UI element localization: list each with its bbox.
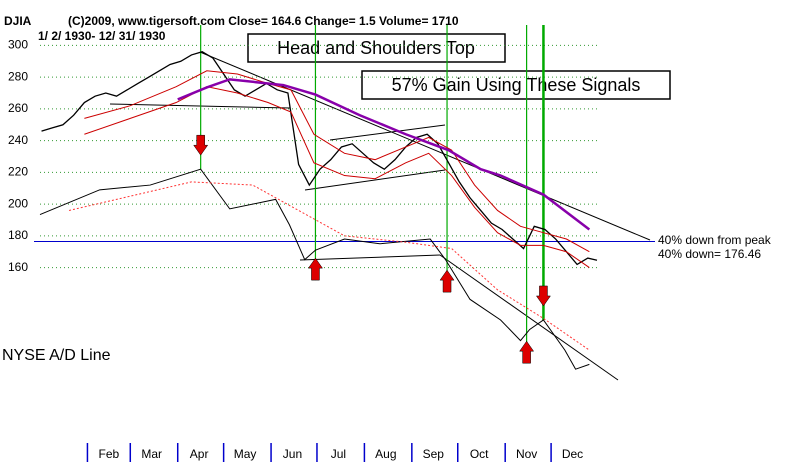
y-tick-label: 180 bbox=[8, 228, 28, 242]
header: (C)2009, www.tigersoft.com Close= 164.6 … bbox=[68, 14, 459, 28]
x-tick-label: Oct bbox=[470, 447, 489, 461]
chart-title: DJIA bbox=[4, 14, 32, 28]
x-tick-label: Aug bbox=[375, 447, 396, 461]
x-tick-label: Apr bbox=[190, 447, 209, 461]
x-tick-label: Feb bbox=[99, 447, 120, 461]
signal-arrow bbox=[439, 269, 455, 293]
trendlines bbox=[109, 51, 651, 381]
series-line bbox=[84, 70, 590, 253]
annotation-box bbox=[361, 70, 671, 100]
y-tick-label: 300 bbox=[8, 38, 28, 52]
x-tick-label: Nov bbox=[516, 447, 537, 461]
annotation-box bbox=[247, 33, 506, 63]
x-tick-label: Dec bbox=[562, 447, 583, 461]
trendline bbox=[304, 169, 446, 191]
series-line bbox=[177, 78, 591, 231]
date-range: 1/ 2/ 1930- 12/ 31/ 1930 bbox=[38, 29, 166, 43]
x-tick-label: Sep bbox=[423, 447, 445, 461]
y-tick-label: 280 bbox=[8, 69, 28, 83]
y-tick-label: 220 bbox=[8, 165, 28, 179]
x-tick-label: Jun bbox=[283, 447, 302, 461]
x-tick-label: May bbox=[234, 447, 257, 461]
y-tick-label: 240 bbox=[8, 133, 28, 147]
signal-arrow bbox=[193, 134, 209, 156]
signal-arrow bbox=[307, 257, 323, 281]
y-tick-label: 260 bbox=[8, 101, 28, 115]
x-tick-label: Mar bbox=[141, 447, 162, 461]
y-tick-label: 200 bbox=[8, 196, 28, 210]
y-tick-label: 160 bbox=[8, 260, 28, 274]
signal-arrow bbox=[519, 340, 535, 364]
annotation: Head and Shoulders Top bbox=[277, 38, 475, 58]
trendline bbox=[109, 103, 291, 109]
series-line bbox=[41, 51, 598, 266]
annotation: 57% Gain Using These Signals bbox=[392, 75, 641, 95]
trendline bbox=[299, 254, 441, 261]
annotation: NYSE A/D Line bbox=[2, 347, 111, 364]
trendline bbox=[329, 124, 446, 141]
reference-label: 40% down from peak bbox=[658, 233, 772, 247]
series-line bbox=[68, 181, 590, 351]
reference-label: 40% down= 176.46 bbox=[658, 247, 761, 261]
x-tick-label: Jul bbox=[331, 447, 346, 461]
trendline bbox=[439, 254, 619, 381]
signal-arrow bbox=[535, 285, 551, 307]
